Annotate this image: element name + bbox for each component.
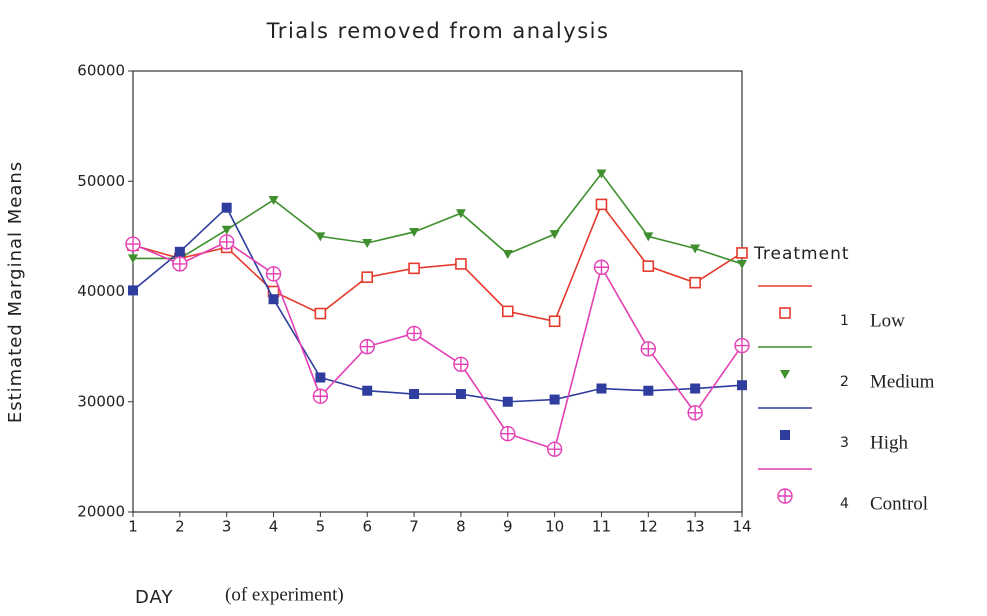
y-tick-label: 20000 <box>77 503 125 521</box>
x-tick-label: 13 <box>686 518 705 536</box>
x-tick-label: 1 <box>128 518 138 536</box>
data-point <box>643 385 654 396</box>
data-point <box>500 426 516 442</box>
data-point <box>549 230 560 240</box>
data-point <box>409 227 420 237</box>
data-point <box>455 258 467 270</box>
legend-marker <box>777 488 793 504</box>
data-point <box>734 337 750 354</box>
data-point <box>736 247 748 259</box>
legend-label: Control <box>870 493 928 514</box>
data-point <box>596 169 607 179</box>
legend-code: 3 <box>840 435 849 451</box>
legend-code: 2 <box>840 374 849 390</box>
data-point <box>549 394 560 405</box>
data-point <box>125 236 141 252</box>
x-axis-note: (of experiment) <box>225 584 344 605</box>
series-line <box>132 202 743 323</box>
data-point <box>174 246 185 257</box>
data-point <box>361 271 374 283</box>
y-tick-label: 50000 <box>77 172 125 190</box>
legend-marker <box>780 430 790 440</box>
legend-marker <box>780 370 790 379</box>
data-point <box>453 356 469 372</box>
x-tick-label: 14 <box>732 518 751 536</box>
x-tick-label: 3 <box>222 518 232 536</box>
data-point <box>362 238 373 248</box>
legend-label: High <box>870 432 909 453</box>
data-point <box>406 325 422 342</box>
x-tick-label: 2 <box>175 518 185 536</box>
data-point <box>455 209 466 219</box>
data-point <box>455 389 466 400</box>
data-point <box>737 380 747 391</box>
data-point <box>642 260 655 272</box>
legend-label: Low <box>870 310 905 331</box>
data-point <box>409 389 420 400</box>
x-tick-label: 4 <box>269 518 279 536</box>
legend-marker <box>779 307 791 319</box>
data-point <box>643 232 654 242</box>
data-point <box>501 305 514 318</box>
data-point <box>221 202 232 213</box>
data-point <box>690 244 701 254</box>
data-point <box>265 266 282 282</box>
x-axis-label: DAY <box>135 587 173 608</box>
y-tick-label: 40000 <box>77 282 125 300</box>
data-point <box>596 383 607 394</box>
y-axis-label: Estimated Marginal Means <box>5 161 26 423</box>
plot-frame <box>132 70 743 513</box>
data-point <box>595 198 608 211</box>
series-line <box>133 172 743 265</box>
x-tick-label: 10 <box>545 518 564 536</box>
data-point <box>502 396 513 407</box>
x-tick-label: 11 <box>592 518 611 536</box>
x-tick-label: 7 <box>409 518 419 536</box>
x-tick-label: 6 <box>362 518 372 536</box>
y-tick-label: 60000 <box>77 62 125 80</box>
legend-title: Treatment <box>753 244 850 264</box>
legend-code: 4 <box>840 496 849 512</box>
x-tick-label: 5 <box>316 518 326 536</box>
legend-code: 1 <box>840 313 849 329</box>
series-line <box>132 206 743 403</box>
x-tick-label: 12 <box>639 518 658 536</box>
series-line <box>132 240 743 451</box>
data-point <box>593 259 610 275</box>
data-point <box>221 225 232 235</box>
data-point <box>640 341 657 357</box>
y-tick-label: 30000 <box>77 392 125 410</box>
data-point <box>690 383 701 394</box>
x-tick-label: 9 <box>503 518 513 536</box>
data-point <box>268 294 279 305</box>
data-point <box>268 195 279 205</box>
data-point <box>128 254 138 264</box>
data-point <box>312 388 329 404</box>
data-point <box>687 405 703 421</box>
data-point <box>314 307 327 320</box>
data-point <box>689 276 701 289</box>
data-point <box>548 315 561 328</box>
data-point <box>408 262 420 275</box>
data-point <box>218 234 235 250</box>
data-point <box>315 372 326 383</box>
data-point <box>315 232 326 242</box>
data-point <box>128 285 138 296</box>
data-point <box>359 338 375 355</box>
legend-label: Medium <box>870 371 935 392</box>
data-point <box>172 256 188 272</box>
data-point <box>546 441 563 457</box>
x-tick-label: 8 <box>456 518 466 536</box>
data-point <box>362 385 373 396</box>
chart-title: Trials removed from analysis <box>266 19 610 43</box>
data-point <box>502 250 513 260</box>
data-point <box>737 259 747 269</box>
